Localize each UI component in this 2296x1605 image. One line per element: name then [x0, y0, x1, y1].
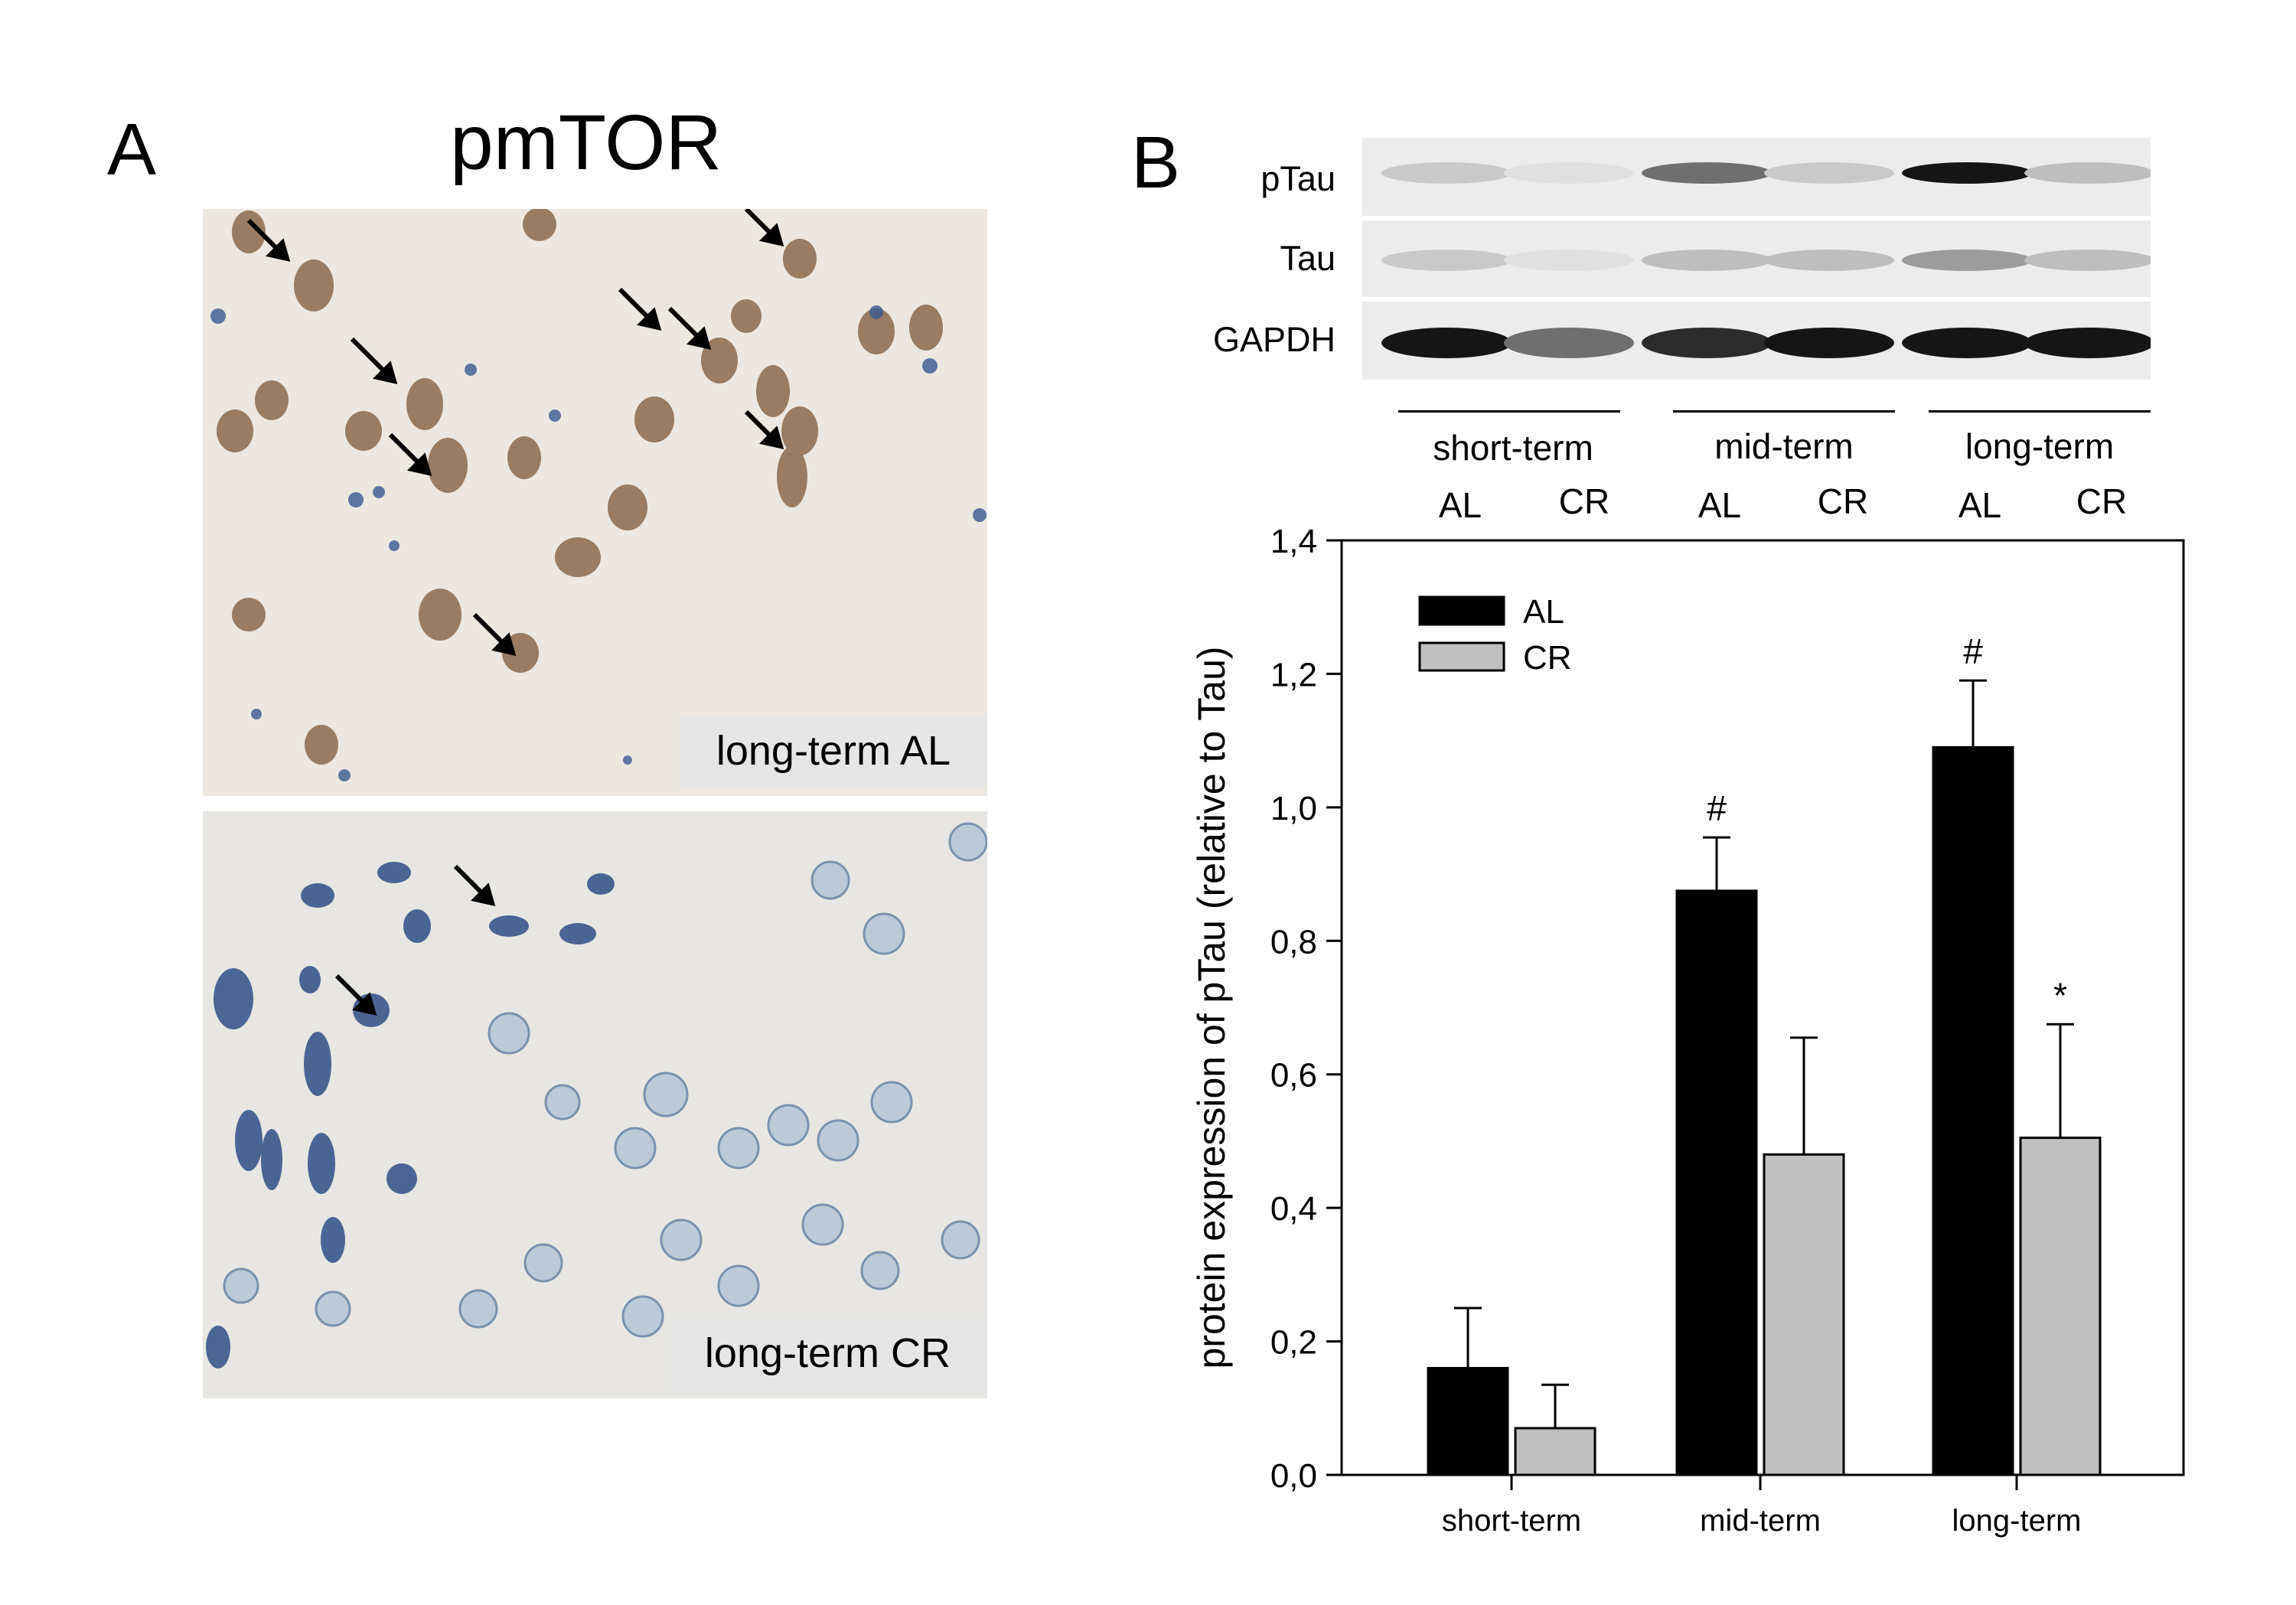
band-tau-lane-3	[1642, 250, 1772, 271]
x-tick-label: short-term	[1442, 1504, 1581, 1538]
bar-cr-mid-term	[1763, 1153, 1845, 1476]
band-tau-lane-4	[1764, 250, 1894, 271]
cr-pale-nuclei	[223, 822, 987, 1338]
micrograph-al-image	[203, 209, 987, 796]
group-line-long-term	[1929, 410, 2151, 413]
band-gapdh-lane-1	[1381, 328, 1512, 358]
band-ptau-lane-3	[1642, 162, 1772, 184]
micrograph-long-term-cr: long-term CR	[203, 811, 987, 1398]
y-tick-label: 0,4	[1270, 1190, 1317, 1228]
blot-label-ptau: pTau	[1261, 159, 1336, 198]
blot-lane-1: AL	[1438, 485, 1482, 525]
y-tick-label: 1,4	[1270, 523, 1317, 560]
bar-cr-short-term	[1514, 1427, 1596, 1476]
bar-cr-long-term	[2019, 1137, 2102, 1476]
blot-group-short-term: short-term	[1433, 428, 1593, 468]
bar-al-long-term	[1932, 745, 2014, 1476]
y-tick-label: 1,2	[1270, 656, 1317, 693]
blot-lane-2: CR	[1558, 481, 1610, 521]
band-tau-lane-1	[1381, 250, 1512, 271]
band-tau-lane-6	[2024, 250, 2151, 271]
legend-label-cr: CR	[1523, 639, 1572, 677]
y-tick-label: 0,0	[1270, 1457, 1317, 1495]
significance-marker: #	[1963, 631, 1983, 671]
band-ptau-lane-5	[1902, 162, 2032, 184]
panel-a-letter: A	[107, 109, 157, 191]
band-gapdh-lane-3	[1642, 328, 1772, 358]
band-gapdh-lane-6	[2024, 328, 2151, 358]
x-tick-label: mid-term	[1700, 1504, 1821, 1538]
panel-a-title: pmTOR	[450, 99, 722, 186]
band-gapdh-lane-2	[1504, 328, 1634, 358]
significance-marker: #	[1707, 788, 1727, 828]
x-tick-label: long-term	[1952, 1504, 2082, 1538]
blot-group-long-term: long-term	[1965, 426, 2115, 466]
y-axis-label: protein expression of pTau (relative to …	[1190, 646, 1233, 1368]
micrograph-cr-label: long-term CR	[667, 1318, 987, 1389]
cr-dark-cells	[206, 862, 615, 1368]
al-cells	[217, 209, 943, 765]
blot-lane-3: AL	[1698, 485, 1742, 525]
band-tau-lane-2	[1504, 250, 1634, 271]
band-ptau-lane-1	[1381, 162, 1512, 184]
y-tick-label: 0,2	[1270, 1324, 1317, 1362]
micrograph-long-term-al: long-term AL	[203, 209, 987, 796]
y-tick-label: 0,8	[1270, 923, 1317, 961]
band-tau-lane-5	[1902, 250, 2032, 271]
band-ptau-lane-2	[1504, 162, 1634, 184]
al-nuclei	[210, 305, 987, 781]
legend-swatch-al	[1418, 595, 1505, 626]
group-line-mid-term	[1673, 410, 1895, 413]
cr-arrows	[334, 864, 496, 1016]
plot-frame	[1340, 539, 2185, 1476]
micrograph-al-label: long-term AL	[679, 716, 987, 787]
panel-b-letter: B	[1131, 122, 1181, 204]
significance-marker: *	[2053, 975, 2067, 1015]
blot-label-gapdh: GAPDH	[1212, 320, 1336, 359]
al-arrows	[246, 209, 784, 657]
y-tick-label: 0,6	[1270, 1057, 1317, 1094]
legend-swatch-cr	[1418, 641, 1505, 672]
blot-lane-5: AL	[1958, 485, 2002, 525]
micrograph-cr-image	[203, 811, 987, 1398]
band-ptau-lane-4	[1764, 162, 1894, 184]
blot-group-mid-term: mid-term	[1714, 426, 1854, 466]
group-line-short-term	[1398, 410, 1620, 413]
bar-al-short-term	[1427, 1366, 1509, 1476]
y-tick-label: 1,0	[1270, 790, 1317, 827]
legend-label-al: AL	[1523, 593, 1564, 631]
band-gapdh-lane-5	[1902, 328, 2032, 358]
western-blot	[1362, 138, 2151, 380]
blot-lane-6: CR	[2076, 481, 2128, 521]
blot-lane-4: CR	[1817, 481, 1869, 521]
band-ptau-lane-6	[2024, 162, 2151, 184]
bar-al-mid-term	[1675, 889, 1758, 1476]
blot-label-tau: Tau	[1280, 239, 1336, 278]
band-gapdh-lane-4	[1764, 328, 1894, 358]
